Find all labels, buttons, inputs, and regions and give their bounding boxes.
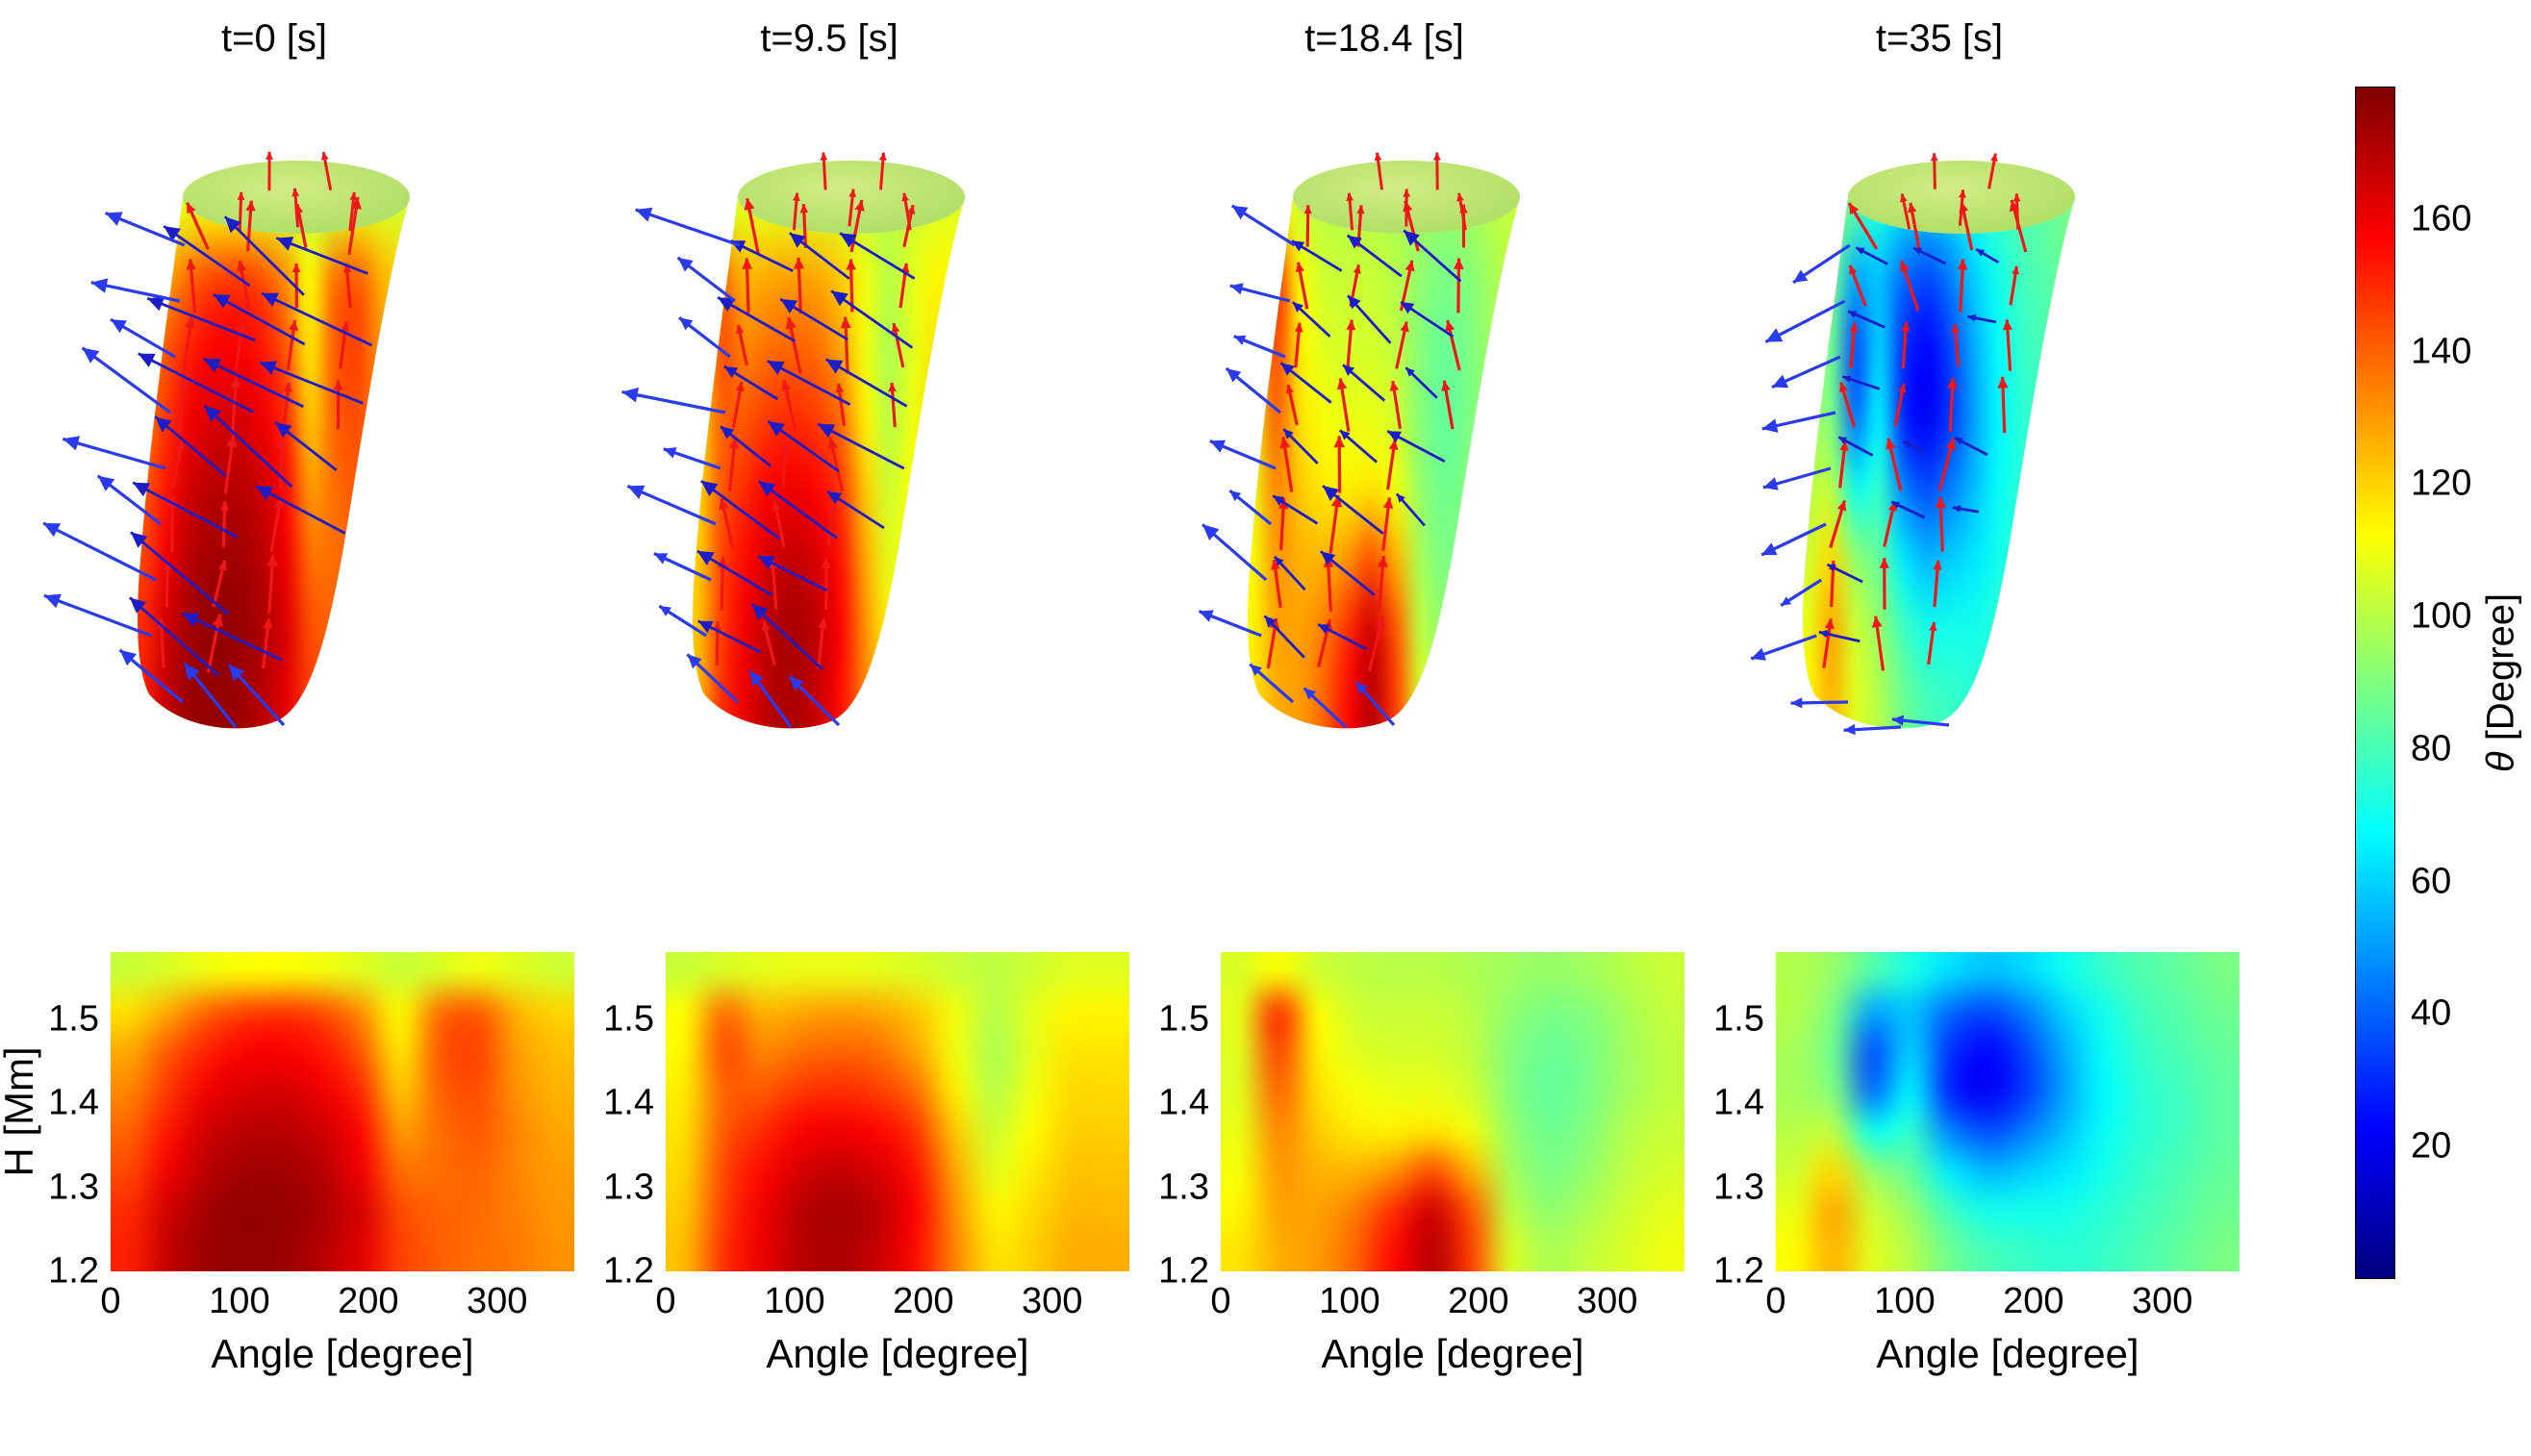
y-tick-label: 1.3 (1713, 1167, 1764, 1208)
colorbar-tick-label: 100 (2411, 595, 2472, 637)
x-tick-label: 0 (1765, 1281, 1786, 1321)
x-axis-label: Angle [degree] (1876, 1331, 2139, 1376)
y-tick-label: 1.2 (603, 1250, 654, 1292)
x-tick-label: 0 (1210, 1281, 1231, 1321)
y-tick-label: 1.3 (1158, 1167, 1209, 1208)
colorbar-tick-label: 60 (2411, 861, 2452, 902)
x-tick-label: 200 (2003, 1281, 2064, 1321)
colorbar-label: θ [Degree] (2480, 593, 2523, 772)
theta-symbol: θ (2479, 751, 2522, 773)
figure-column-t18-4: t=18.4 [s] 1.5 1.4 1.3 1.2 0 100 200 300… (1149, 0, 1687, 1456)
figure-column-t9-5: t=9.5 [s] 1.5 1.4 1.3 1.2 0 100 200 300 … (594, 0, 1132, 1456)
figure-column-t35: t=35 [s] 1.5 1.4 1.3 1.2 0 100 200 300 A… (1704, 0, 2242, 1456)
y-tick-label: 1.4 (1158, 1082, 1209, 1123)
heatmap-image (111, 952, 574, 1271)
colorbar-tick-label: 40 (2411, 992, 2452, 1034)
colorbar-tick-label: 160 (2411, 198, 2472, 239)
heatmap-image (1221, 952, 1684, 1271)
x-tick-label: 100 (209, 1281, 270, 1321)
x-axis-label: Angle [degree] (766, 1331, 1029, 1376)
panel-title: t=18.4 [s] (1304, 17, 1464, 60)
x-tick-label: 300 (1576, 1281, 1638, 1321)
y-tick-label: 1.2 (1713, 1250, 1764, 1292)
panel-title: t=9.5 [s] (760, 17, 899, 60)
surface-plot-3d (594, 67, 1132, 846)
heatmap-image (666, 952, 1129, 1271)
panel-title: t=35 [s] (1875, 17, 2004, 60)
colorbar: 20 40 60 80 100 120 140 160 θ [Degree] (2355, 87, 2522, 1279)
x-tick-label: 300 (1021, 1281, 1083, 1321)
y-tick-label: 1.4 (48, 1082, 99, 1123)
x-tick-label: 200 (338, 1281, 399, 1321)
heatmap-panel: 1.5 1.4 1.3 1.2 0 100 200 300 Angle [deg… (1713, 952, 2240, 1376)
colorbar-tick-label: 20 (2411, 1125, 2452, 1167)
heatmap-image (1776, 952, 2240, 1271)
x-tick-label: 0 (100, 1281, 121, 1321)
heatmap-panel: 1.5 1.4 1.3 1.2 0 100 200 300 Angle [deg… (603, 952, 1129, 1376)
y-tick-label: 1.3 (603, 1167, 654, 1208)
panel-title: t=0 [s] (220, 17, 328, 60)
heatmap-panel: H [Mm] 1.5 1.4 1.3 1.2 0 100 200 300 Ang… (0, 952, 574, 1376)
y-tick-label: 1.2 (48, 1250, 99, 1292)
surface-plot-3d (1149, 67, 1687, 846)
y-tick-label: 1.3 (48, 1167, 99, 1208)
x-tick-label: 100 (1874, 1281, 1936, 1321)
x-tick-label: 100 (764, 1281, 825, 1321)
colorbar-label-unit: [Degree] (2479, 592, 2522, 752)
y-tick-label: 1.2 (1158, 1250, 1209, 1292)
x-tick-label: 100 (1319, 1281, 1380, 1321)
colorbar-tick-label: 80 (2411, 728, 2452, 769)
x-tick-label: 200 (893, 1281, 954, 1321)
x-tick-label: 0 (655, 1281, 676, 1321)
figure-column-t0: t=0 [s] H [Mm] 1.5 1.4 1.3 1.2 0 100 200… (0, 0, 577, 1456)
surface-plot-3d (1704, 67, 2242, 846)
x-tick-label: 300 (2131, 1281, 2193, 1321)
y-axis-label: H [Mm] (0, 1046, 41, 1177)
x-axis-label: Angle [degree] (1321, 1331, 1584, 1376)
x-axis-label: Angle [degree] (211, 1331, 474, 1376)
colorbar-gradient (2355, 87, 2395, 1279)
y-tick-label: 1.4 (1713, 1082, 1764, 1123)
y-tick-label: 1.5 (1158, 998, 1209, 1040)
colorbar-tick-label: 140 (2411, 331, 2472, 372)
y-tick-label: 1.5 (1713, 998, 1764, 1040)
y-tick-label: 1.5 (603, 998, 654, 1040)
colorbar-tick-label: 120 (2411, 463, 2472, 504)
x-tick-label: 300 (466, 1281, 528, 1321)
x-tick-label: 200 (1448, 1281, 1509, 1321)
surface-plot-3d (38, 67, 577, 846)
y-tick-label: 1.5 (48, 998, 99, 1040)
heatmap-panel: 1.5 1.4 1.3 1.2 0 100 200 300 Angle [deg… (1158, 952, 1684, 1376)
y-tick-label: 1.4 (603, 1082, 654, 1123)
